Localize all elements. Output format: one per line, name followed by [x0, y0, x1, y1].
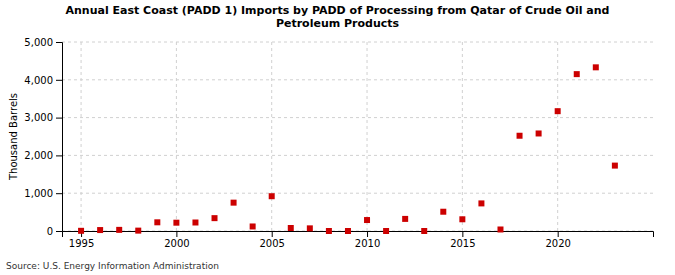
- grid-line-x: [176, 42, 177, 231]
- grid-line-x: [367, 42, 368, 231]
- x-tick-mark: [272, 231, 273, 237]
- x-axis: 1995 2000 2005 2010 2015 2020: [63, 231, 654, 249]
- grid-line-y: [62, 117, 653, 118]
- chart-svg: 1995 2000 2005 2010 2015 2020 0 1,000 2,000 3,000…: [0, 0, 675, 275]
- point: [154, 219, 160, 225]
- x-tick-label: 2020: [545, 238, 570, 249]
- point: [326, 228, 332, 234]
- point: [288, 225, 294, 231]
- point: [612, 163, 618, 169]
- title: Annual East Coast (PADD 1) Imports by PA…: [66, 4, 610, 30]
- y-tick-label: 3,000: [24, 112, 53, 123]
- x-tick-mark: [558, 231, 559, 237]
- point: [212, 215, 218, 221]
- x-tick-label: 2005: [259, 238, 284, 249]
- point: [307, 225, 313, 231]
- point: [497, 226, 503, 232]
- y-tick: 0: [47, 226, 62, 237]
- point: [478, 200, 484, 206]
- title-line: Annual East Coast (PADD 1) Imports by PA…: [66, 4, 610, 17]
- y-tick-label: 4,000: [24, 75, 53, 86]
- point: [345, 228, 351, 234]
- plot-area: 1995 2000 2005 2010 2015 2020 0 1,000 2,000 3,000…: [24, 37, 653, 249]
- grid-line-x: [557, 42, 558, 231]
- y-tick: 3,000: [24, 112, 62, 123]
- point: [517, 133, 523, 139]
- point: [440, 209, 446, 215]
- point: [250, 223, 256, 229]
- point: [173, 220, 179, 226]
- point: [574, 71, 580, 77]
- point: [459, 216, 465, 222]
- grid: [62, 42, 653, 231]
- x-tick-label: 2015: [450, 238, 475, 249]
- x-axis-line: [63, 232, 654, 238]
- grid-line-y: [62, 193, 653, 194]
- point: [383, 228, 389, 234]
- y-tick-label: 2,000: [24, 150, 53, 161]
- x-tick-label: 1995: [69, 238, 94, 249]
- y-tick: 5,000: [24, 37, 62, 48]
- point: [192, 219, 198, 225]
- point: [78, 228, 84, 234]
- grid-line-x: [462, 42, 463, 231]
- point: [116, 227, 122, 233]
- title-line: Petroleum Products: [276, 17, 400, 30]
- y-axis-line: [56, 43, 63, 232]
- points: [78, 64, 618, 234]
- point: [269, 193, 275, 199]
- source-note: Source: U.S. Energy Information Administ…: [6, 261, 219, 271]
- point: [231, 200, 237, 206]
- y-tick-mark: [56, 155, 62, 156]
- y-axis: 0 1,000 2,000 3,000 4,000 5,000: [24, 37, 62, 237]
- grid-line-y: [62, 42, 653, 43]
- y-tick-mark: [56, 42, 62, 43]
- grid-line-y: [62, 79, 653, 80]
- point: [97, 227, 103, 233]
- y-tick-mark: [56, 231, 62, 232]
- x-tick-label: 2010: [355, 238, 380, 249]
- y-tick-label: 0: [47, 226, 53, 237]
- point: [364, 217, 370, 223]
- y-tick-mark: [56, 193, 62, 194]
- y-tick-mark: [56, 80, 62, 81]
- y-tick-mark: [56, 118, 62, 119]
- y-tick: 1,000: [24, 188, 62, 199]
- x-tick: 2015: [450, 231, 475, 249]
- point: [135, 228, 141, 234]
- y-tick: 4,000: [24, 75, 62, 86]
- x-tick: 2010: [355, 231, 380, 249]
- point: [536, 130, 542, 136]
- y-tick: 2,000: [24, 150, 62, 161]
- grid-line-x: [81, 42, 82, 231]
- point: [555, 108, 561, 114]
- point: [593, 64, 599, 70]
- x-tick-mark: [176, 231, 177, 237]
- y-tick-label: 5,000: [24, 37, 53, 48]
- grid-line-y: [62, 155, 653, 156]
- x-tick-mark: [367, 231, 368, 237]
- grid-line-x: [271, 42, 272, 231]
- x-tick-mark: [462, 231, 463, 237]
- x-tick: 2000: [164, 231, 189, 249]
- x-tick: 2020: [545, 231, 570, 249]
- x-tick: 2005: [259, 231, 284, 249]
- y-axis-title: Thousand Barrels: [8, 93, 19, 181]
- point: [402, 216, 408, 222]
- point: [421, 228, 427, 234]
- x-tick-label: 2000: [164, 238, 189, 249]
- y-tick-label: 1,000: [24, 188, 53, 199]
